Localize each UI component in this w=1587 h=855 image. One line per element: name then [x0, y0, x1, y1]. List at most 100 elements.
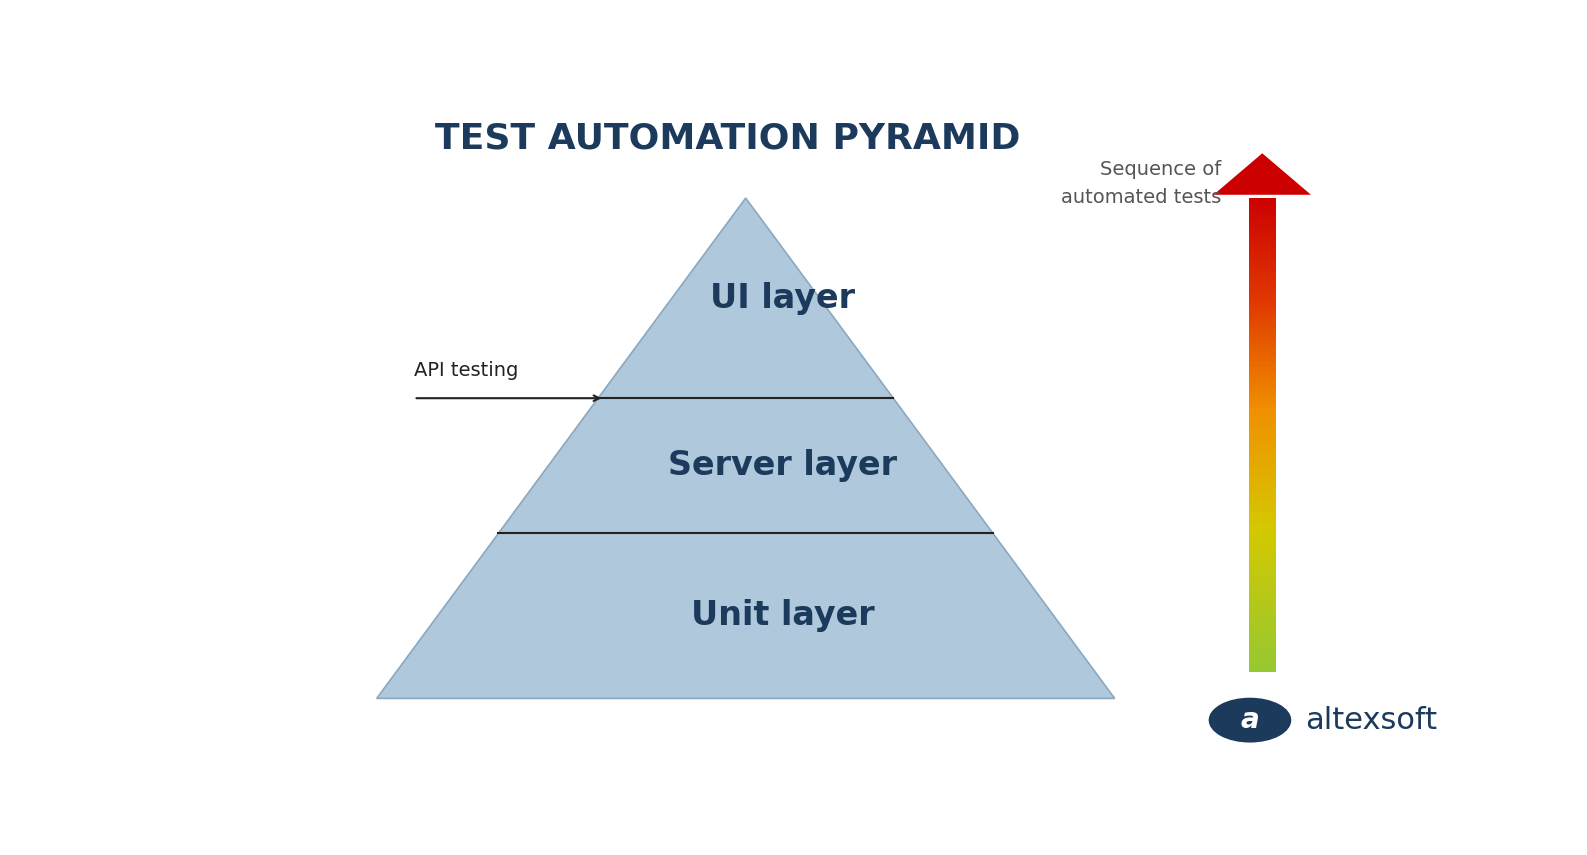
- Bar: [1249, 634, 1276, 636]
- Bar: [1249, 301, 1276, 303]
- Circle shape: [1209, 699, 1290, 742]
- Bar: [1249, 573, 1276, 574]
- Bar: [1249, 231, 1276, 233]
- Bar: [1249, 456, 1276, 457]
- Bar: [1249, 463, 1276, 465]
- Bar: [1249, 564, 1276, 566]
- Bar: [1249, 383, 1276, 385]
- Bar: [1249, 532, 1276, 533]
- Bar: [1249, 244, 1276, 245]
- Bar: [1249, 204, 1276, 206]
- Bar: [1249, 452, 1276, 454]
- Bar: [1249, 251, 1276, 253]
- Bar: [1249, 285, 1276, 286]
- Bar: [1249, 374, 1276, 375]
- Bar: [1249, 445, 1276, 446]
- Bar: [1249, 242, 1276, 244]
- Bar: [1249, 534, 1276, 536]
- Bar: [1249, 359, 1276, 361]
- Bar: [1249, 598, 1276, 599]
- Bar: [1249, 400, 1276, 402]
- Bar: [1249, 610, 1276, 612]
- Bar: [1249, 353, 1276, 355]
- Bar: [1249, 274, 1276, 275]
- Bar: [1249, 398, 1276, 400]
- Bar: [1249, 215, 1276, 217]
- Bar: [1249, 234, 1276, 236]
- Bar: [1249, 582, 1276, 584]
- Bar: [1249, 355, 1276, 356]
- Bar: [1249, 592, 1276, 593]
- Bar: [1249, 584, 1276, 585]
- Bar: [1249, 253, 1276, 255]
- Bar: [1249, 424, 1276, 426]
- Bar: [1249, 563, 1276, 564]
- Bar: [1249, 636, 1276, 637]
- Bar: [1249, 481, 1276, 482]
- Bar: [1249, 663, 1276, 664]
- Bar: [1249, 593, 1276, 594]
- Bar: [1249, 305, 1276, 307]
- Bar: [1249, 258, 1276, 260]
- Bar: [1249, 303, 1276, 304]
- Bar: [1249, 199, 1276, 201]
- Bar: [1249, 603, 1276, 604]
- Bar: [1249, 459, 1276, 460]
- Bar: [1249, 473, 1276, 475]
- Bar: [1249, 203, 1276, 204]
- Bar: [1249, 323, 1276, 324]
- Bar: [1249, 329, 1276, 331]
- Bar: [1249, 476, 1276, 478]
- Bar: [1249, 646, 1276, 648]
- Bar: [1249, 304, 1276, 305]
- Bar: [1249, 334, 1276, 335]
- Bar: [1249, 486, 1276, 487]
- Bar: [1249, 530, 1276, 532]
- Bar: [1249, 324, 1276, 326]
- Bar: [1249, 491, 1276, 492]
- Bar: [1249, 366, 1276, 367]
- Bar: [1249, 588, 1276, 590]
- Bar: [1249, 206, 1276, 208]
- Bar: [1249, 549, 1276, 551]
- Bar: [1249, 512, 1276, 514]
- Bar: [1249, 503, 1276, 504]
- Bar: [1249, 433, 1276, 435]
- Bar: [1249, 525, 1276, 527]
- Bar: [1249, 511, 1276, 512]
- Bar: [1249, 639, 1276, 640]
- Bar: [1249, 381, 1276, 383]
- Bar: [1249, 314, 1276, 315]
- Bar: [1249, 367, 1276, 369]
- Bar: [1249, 363, 1276, 364]
- Bar: [1249, 618, 1276, 620]
- Text: altexsoft: altexsoft: [1305, 705, 1438, 734]
- Bar: [1249, 221, 1276, 223]
- Bar: [1249, 446, 1276, 448]
- Bar: [1249, 514, 1276, 516]
- Bar: [1249, 642, 1276, 644]
- Bar: [1249, 418, 1276, 419]
- Bar: [1249, 633, 1276, 634]
- Bar: [1249, 629, 1276, 631]
- Bar: [1249, 219, 1276, 221]
- Bar: [1249, 239, 1276, 241]
- Bar: [1249, 622, 1276, 623]
- Bar: [1249, 536, 1276, 538]
- Bar: [1249, 568, 1276, 569]
- Bar: [1249, 460, 1276, 462]
- Bar: [1249, 521, 1276, 522]
- Bar: [1249, 397, 1276, 398]
- Bar: [1249, 439, 1276, 441]
- Bar: [1249, 405, 1276, 407]
- Bar: [1249, 378, 1276, 380]
- Bar: [1249, 631, 1276, 633]
- Bar: [1249, 335, 1276, 337]
- Bar: [1249, 238, 1276, 239]
- Bar: [1249, 625, 1276, 626]
- Bar: [1249, 571, 1276, 573]
- Bar: [1249, 510, 1276, 511]
- Bar: [1249, 467, 1276, 469]
- Bar: [1249, 454, 1276, 456]
- Text: a: a: [1241, 706, 1260, 734]
